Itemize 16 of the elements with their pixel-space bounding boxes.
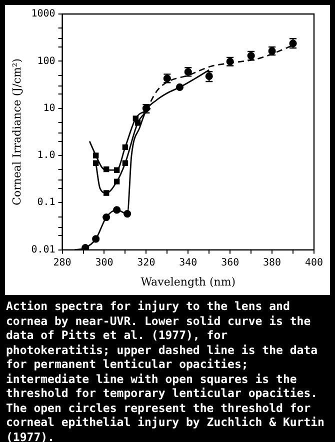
y-axis-title: Corneal Irradiance (J/cm²): [10, 58, 24, 206]
x-tick-label: 280: [53, 257, 72, 268]
y-tick-label: 10: [43, 102, 56, 114]
y-tick-label: 1000: [31, 8, 56, 20]
x-axis-title: Wavelength (nm): [140, 275, 236, 288]
y-tick-label: 0.1: [37, 197, 56, 208]
y-tick-label: 0.01: [31, 244, 56, 256]
x-tick-label: 320: [137, 257, 156, 268]
x-tick-label: 300: [95, 257, 114, 268]
x-tick-label: 360: [221, 257, 240, 268]
x-tick-label: 380: [263, 257, 282, 268]
text: Action spectra for injury to the lens and cornea by near-UVR. Lower solid curve is the data of Pitts et al. (1977), for photokeratitis; upper dashed line is the data for permanent lenticular opacities; intermediate line with open squares is the threshold for temporary lenticular opacities. The open circles represent the threshold for corneal epithelial injury by Zuchlich & Kurtin (1977).: [6, 299, 324, 442]
x-tick-label: 340: [179, 257, 198, 268]
x-tick-label: 400: [304, 257, 324, 268]
y-tick-label: 100: [37, 56, 56, 67]
y-tick-label: 1.0: [37, 150, 56, 162]
